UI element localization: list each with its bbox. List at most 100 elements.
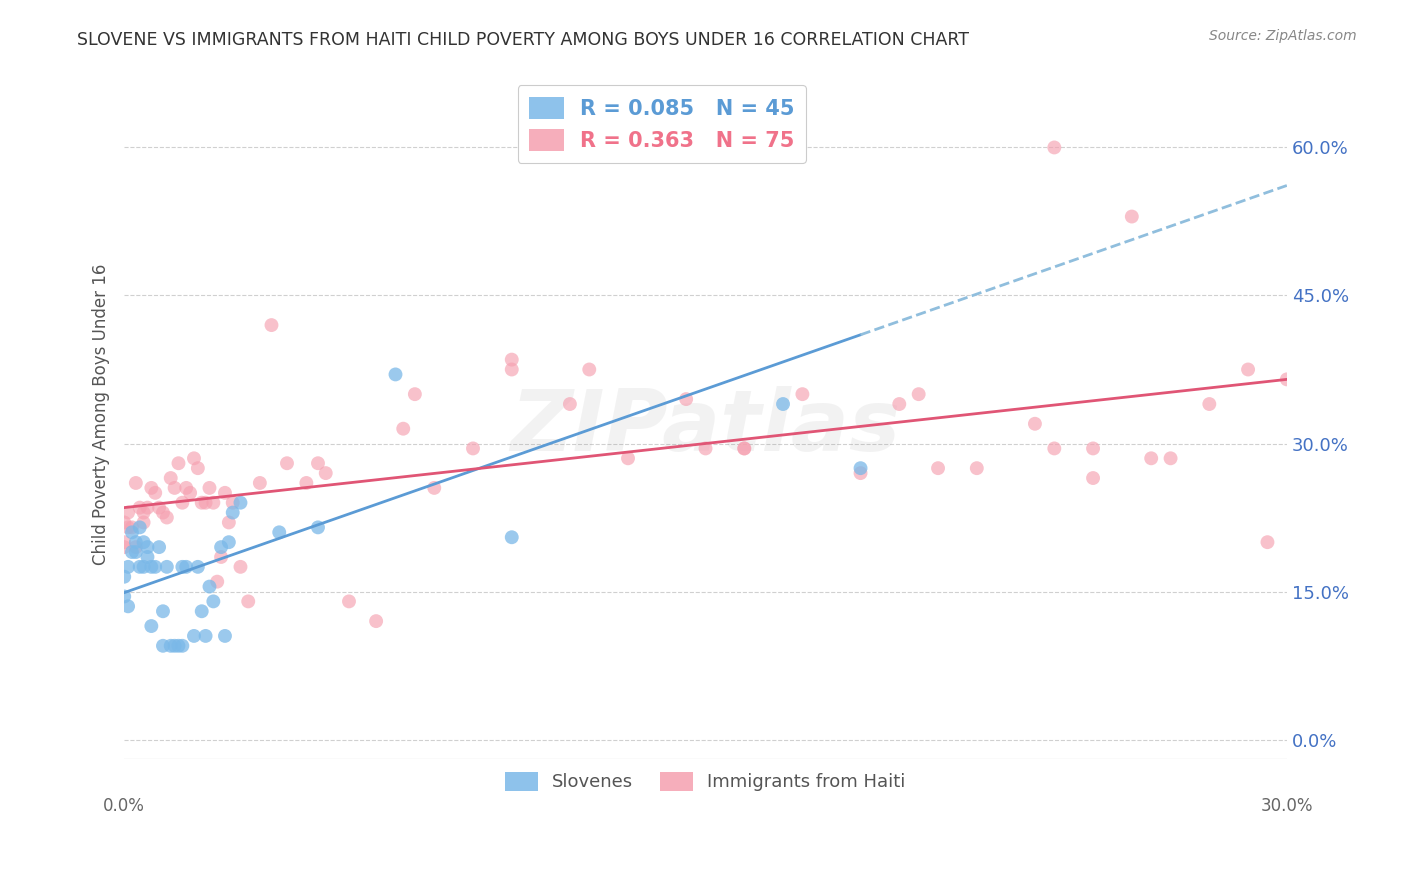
Point xyxy=(276,456,298,470)
Point xyxy=(136,549,159,564)
Point xyxy=(187,461,209,475)
Point xyxy=(172,639,194,653)
Point xyxy=(1043,140,1066,154)
Point xyxy=(238,594,260,608)
Point xyxy=(132,516,155,530)
Point xyxy=(112,516,135,530)
Point xyxy=(183,629,205,643)
Point xyxy=(194,496,217,510)
Point xyxy=(172,559,194,574)
Point xyxy=(249,475,271,490)
Point xyxy=(772,397,794,411)
Point xyxy=(907,387,929,401)
Point xyxy=(117,559,139,574)
Point xyxy=(617,451,640,466)
Point xyxy=(558,397,581,411)
Point xyxy=(132,535,155,549)
Point xyxy=(132,506,155,520)
Point xyxy=(269,525,291,540)
Point xyxy=(655,120,678,135)
Point xyxy=(1024,417,1046,431)
Point xyxy=(1081,471,1104,485)
Point xyxy=(1160,451,1182,466)
Point xyxy=(159,471,181,485)
Point xyxy=(209,549,232,564)
Point xyxy=(202,594,225,608)
Point xyxy=(167,456,190,470)
Point xyxy=(141,559,163,574)
Point xyxy=(112,535,135,549)
Point xyxy=(792,387,814,401)
Point xyxy=(1237,362,1260,376)
Point xyxy=(121,525,143,540)
Point xyxy=(695,442,717,456)
Point xyxy=(198,580,221,594)
Point xyxy=(141,619,163,633)
Point xyxy=(214,629,236,643)
Point xyxy=(141,481,163,495)
Point xyxy=(207,574,229,589)
Point xyxy=(125,475,148,490)
Point xyxy=(112,540,135,554)
Point xyxy=(128,500,150,515)
Point xyxy=(578,362,600,376)
Point xyxy=(121,545,143,559)
Point xyxy=(337,594,360,608)
Point xyxy=(148,500,170,515)
Point xyxy=(218,535,240,549)
Point xyxy=(849,461,872,475)
Point xyxy=(174,559,197,574)
Point xyxy=(1140,451,1163,466)
Point xyxy=(404,387,426,401)
Point xyxy=(202,496,225,510)
Point xyxy=(229,559,252,574)
Text: Source: ZipAtlas.com: Source: ZipAtlas.com xyxy=(1209,29,1357,43)
Y-axis label: Child Poverty Among Boys Under 16: Child Poverty Among Boys Under 16 xyxy=(93,263,110,565)
Point xyxy=(384,368,406,382)
Point xyxy=(218,516,240,530)
Point xyxy=(229,496,252,510)
Point xyxy=(121,520,143,534)
Point xyxy=(190,496,212,510)
Point xyxy=(187,559,209,574)
Point xyxy=(112,570,135,584)
Point xyxy=(167,639,190,653)
Point xyxy=(461,442,484,456)
Point xyxy=(1198,397,1220,411)
Point xyxy=(675,392,697,406)
Point xyxy=(190,604,212,618)
Point xyxy=(132,559,155,574)
Point xyxy=(143,559,166,574)
Point xyxy=(315,466,337,480)
Point xyxy=(733,442,755,456)
Point xyxy=(125,535,148,549)
Point xyxy=(260,318,283,332)
Point xyxy=(501,352,523,367)
Point xyxy=(172,496,194,510)
Point xyxy=(117,520,139,534)
Point xyxy=(307,520,329,534)
Point xyxy=(152,639,174,653)
Point xyxy=(1275,372,1298,386)
Point xyxy=(366,614,388,628)
Point xyxy=(128,520,150,534)
Point xyxy=(163,639,186,653)
Point xyxy=(148,540,170,554)
Point xyxy=(125,540,148,554)
Point xyxy=(136,540,159,554)
Point xyxy=(222,506,245,520)
Point xyxy=(136,500,159,515)
Point xyxy=(125,545,148,559)
Point xyxy=(889,397,911,411)
Point xyxy=(159,639,181,653)
Point xyxy=(156,559,179,574)
Point xyxy=(966,461,988,475)
Point xyxy=(501,362,523,376)
Point xyxy=(163,481,186,495)
Point xyxy=(733,442,755,456)
Point xyxy=(927,461,949,475)
Point xyxy=(152,604,174,618)
Point xyxy=(1121,210,1143,224)
Point xyxy=(295,475,318,490)
Point xyxy=(501,530,523,544)
